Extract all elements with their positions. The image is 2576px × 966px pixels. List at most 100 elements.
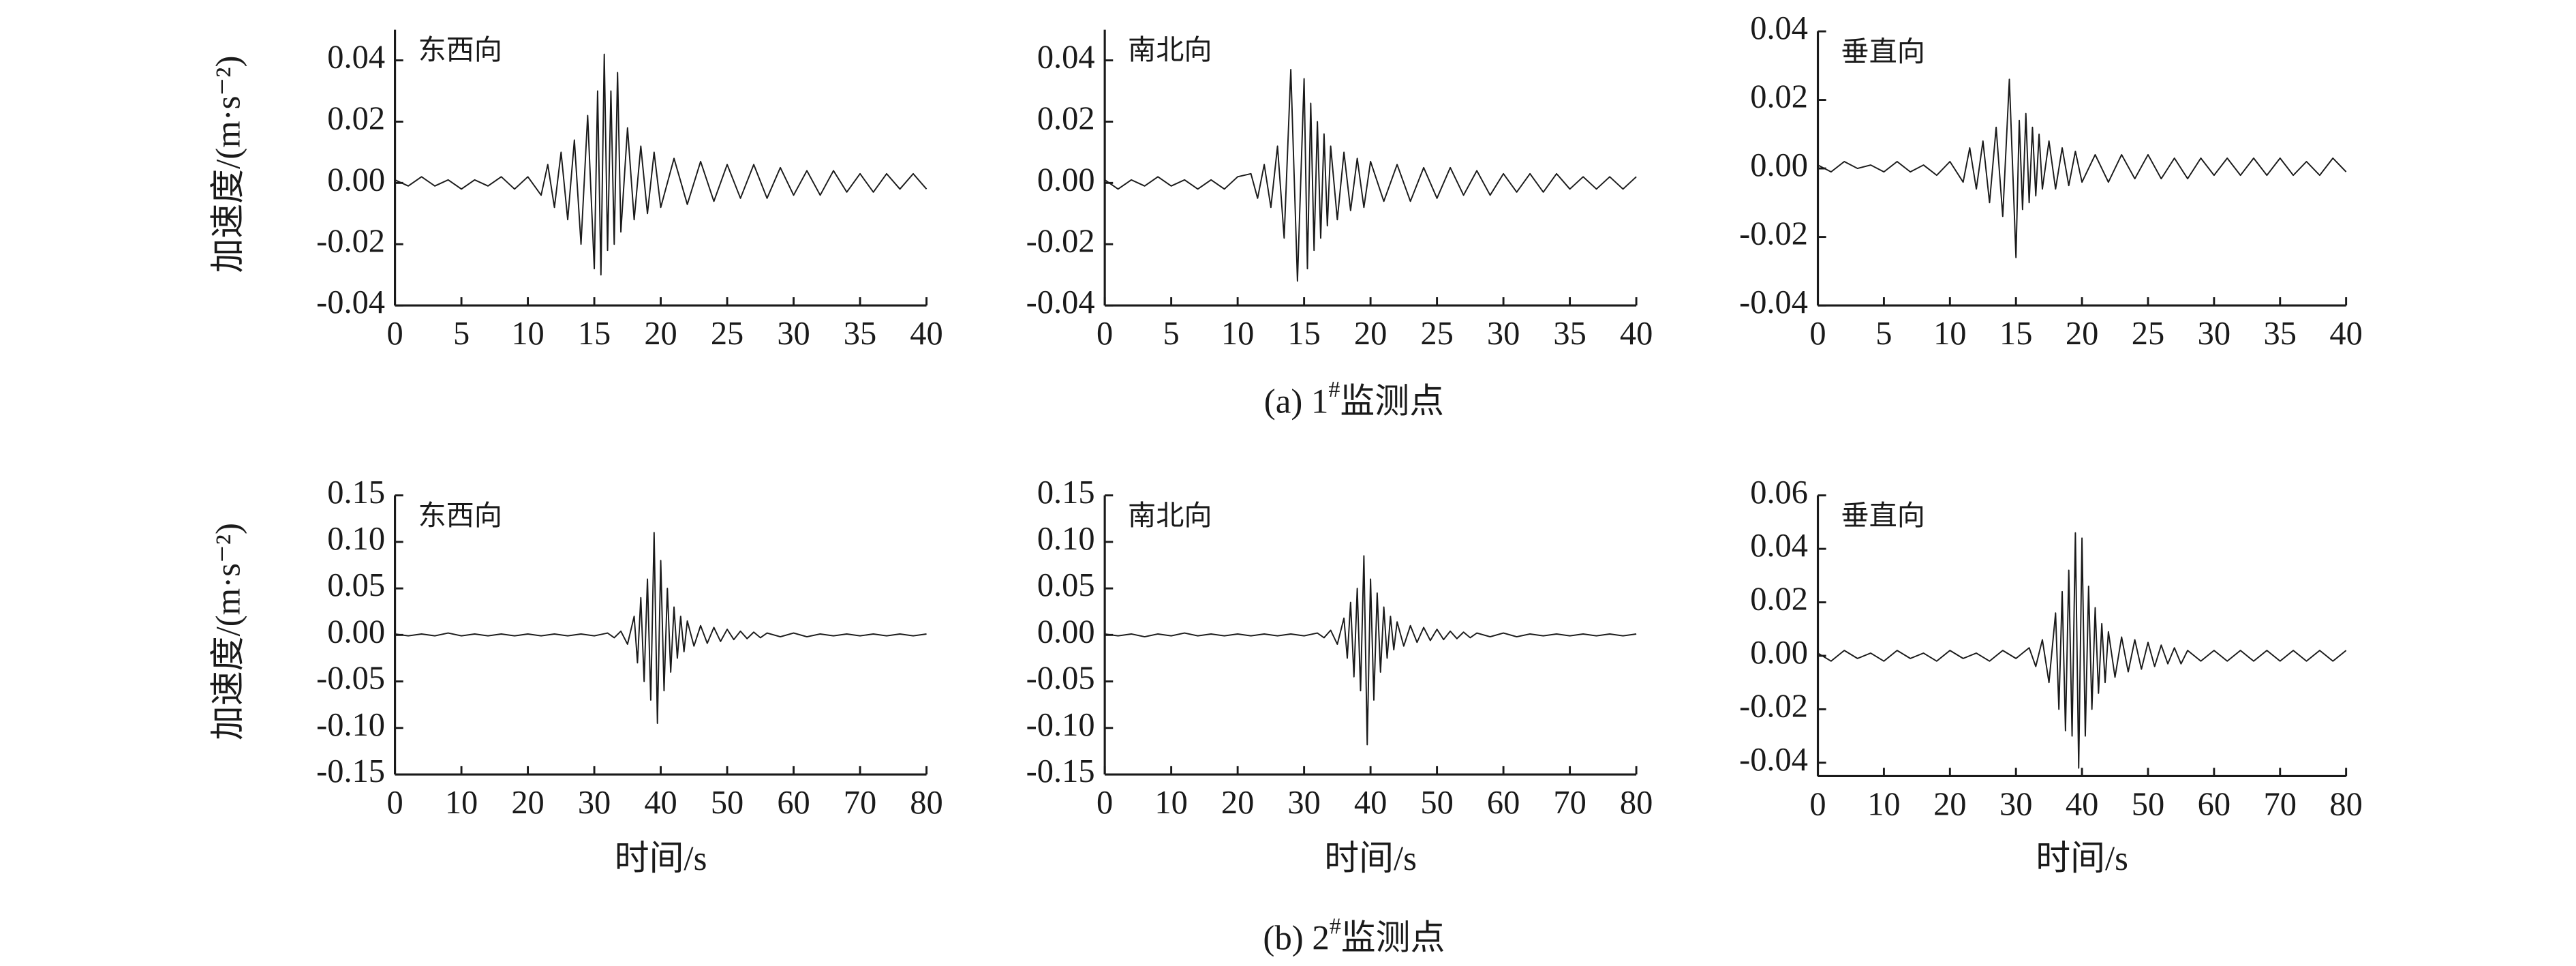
caption: (b) 2#监测点: [1263, 914, 1445, 957]
x-tick-label: 40: [644, 785, 677, 821]
y-tick-label: 0.04: [327, 40, 385, 76]
y-tick-label: -0.05: [316, 661, 385, 697]
x-tick-label: 35: [844, 316, 876, 352]
x-tick-label: 20: [511, 785, 544, 821]
x-tick-label: 10: [1154, 785, 1187, 821]
x-tick-label: 15: [1287, 316, 1320, 352]
y-tick-label: 0.04: [1037, 40, 1095, 76]
x-tick-label: 10: [511, 316, 544, 352]
y-tick-label: -0.02: [1739, 216, 1808, 252]
x-tick-label: 60: [2198, 787, 2230, 823]
x-tick-label: 15: [578, 316, 611, 352]
y-tick-label: -0.10: [1026, 707, 1095, 743]
y-tick-label: -0.10: [316, 707, 385, 743]
y-axis-label: 加速度/(m·s⁻²): [209, 56, 247, 273]
caption-prefix: (b) 2: [1263, 919, 1329, 957]
y-tick-label: 0.02: [1750, 582, 1808, 618]
y-tick-label: 0.02: [327, 101, 385, 137]
x-tick-label: 40: [1354, 785, 1387, 821]
y-tick-label: -0.02: [1739, 689, 1808, 725]
y-tick-label: 0.02: [1750, 79, 1808, 115]
x-tick-label: 30: [2198, 316, 2230, 352]
x-tick-label: 30: [1999, 787, 2032, 823]
y-tick-label: 0.05: [327, 567, 385, 603]
x-tick-label: 60: [1487, 785, 1520, 821]
x-tick-label: 30: [1287, 785, 1320, 821]
waveform: [1104, 69, 1637, 282]
x-tick-label: 40: [2066, 787, 2098, 823]
caption-suffix: 监测点: [1341, 919, 1445, 957]
x-tick-label: 25: [1420, 316, 1453, 352]
x-tick-label: 0: [1809, 316, 1826, 352]
y-tick-label: 0.10: [1037, 521, 1095, 557]
waveform: [395, 532, 927, 724]
x-tick-label: 40: [1620, 316, 1653, 352]
caption-prefix: (a) 1: [1264, 382, 1329, 421]
panel-label: 东西向: [418, 500, 502, 531]
x-tick-label: 40: [910, 316, 942, 352]
y-tick-label: -0.04: [1026, 284, 1095, 320]
x-axis-label: 时间/s: [615, 840, 707, 878]
caption-sup: #: [1330, 914, 1341, 939]
x-tick-label: 5: [453, 316, 470, 352]
x-tick-label: 10: [1867, 787, 1900, 823]
panel-label: 南北向: [1128, 34, 1212, 65]
y-tick-label: 0.15: [1037, 474, 1095, 511]
y-tick-label: -0.04: [1739, 284, 1808, 320]
x-tick-label: 50: [2132, 787, 2164, 823]
x-tick-label: 35: [1553, 316, 1586, 352]
x-tick-label: 80: [2329, 787, 2362, 823]
x-tick-label: 10: [1933, 316, 1966, 352]
x-tick-label: 70: [2264, 787, 2297, 823]
x-tick-label: 70: [1553, 785, 1586, 821]
x-tick-label: 30: [1487, 316, 1520, 352]
x-tick-label: 30: [578, 785, 611, 821]
x-tick-label: 10: [1221, 316, 1254, 352]
waveform: [1818, 78, 2347, 258]
x-tick-label: 5: [1875, 316, 1892, 352]
y-tick-label: 0.05: [1037, 567, 1095, 603]
x-tick-label: 20: [1354, 316, 1387, 352]
x-tick-label: 0: [1809, 787, 1826, 823]
panel-label: 垂直向: [1841, 35, 1925, 67]
y-tick-label: 0.10: [327, 521, 385, 557]
y-axis-label: 加速度/(m·s⁻²): [209, 523, 247, 740]
panel-label: 东西向: [418, 34, 502, 65]
x-tick-label: 40: [2329, 316, 2362, 352]
y-tick-label: 0.00: [1037, 162, 1095, 198]
x-tick-label: 25: [711, 316, 743, 352]
x-tick-label: 0: [1097, 785, 1113, 821]
x-tick-label: 15: [1999, 316, 2032, 352]
y-tick-label: 0.00: [327, 614, 385, 650]
waveform: [1818, 532, 2347, 769]
y-tick-label: 0.06: [1750, 474, 1808, 511]
y-tick-label: 0.00: [1750, 635, 1808, 671]
x-tick-label: 80: [910, 785, 942, 821]
y-tick-label: -0.04: [316, 284, 385, 320]
y-tick-label: 0.02: [1037, 101, 1095, 137]
x-tick-label: 20: [1221, 785, 1254, 821]
y-tick-label: -0.04: [1739, 742, 1808, 778]
x-axis-label: 时间/s: [2036, 840, 2128, 878]
x-tick-label: 0: [386, 785, 403, 821]
y-tick-label: 0.00: [1037, 614, 1095, 650]
x-tick-label: 35: [2264, 316, 2297, 352]
y-tick-label: 0.00: [1750, 147, 1808, 183]
panel-label: 南北向: [1128, 500, 1212, 531]
x-tick-label: 20: [1933, 787, 1966, 823]
x-tick-label: 70: [844, 785, 876, 821]
caption-sup: #: [1328, 377, 1340, 402]
x-tick-label: 25: [2132, 316, 2164, 352]
x-axis-label: 时间/s: [1324, 840, 1417, 878]
y-tick-label: -0.02: [1026, 223, 1095, 259]
panel-label: 垂直向: [1841, 500, 1925, 531]
y-tick-label: -0.05: [1026, 661, 1095, 697]
y-tick-label: -0.15: [316, 753, 385, 789]
caption-suffix: 监测点: [1340, 382, 1444, 421]
caption: (a) 1#监测点: [1264, 377, 1444, 421]
x-tick-label: 20: [644, 316, 677, 352]
waveform: [1104, 555, 1637, 746]
y-tick-label: 0.15: [327, 474, 385, 511]
